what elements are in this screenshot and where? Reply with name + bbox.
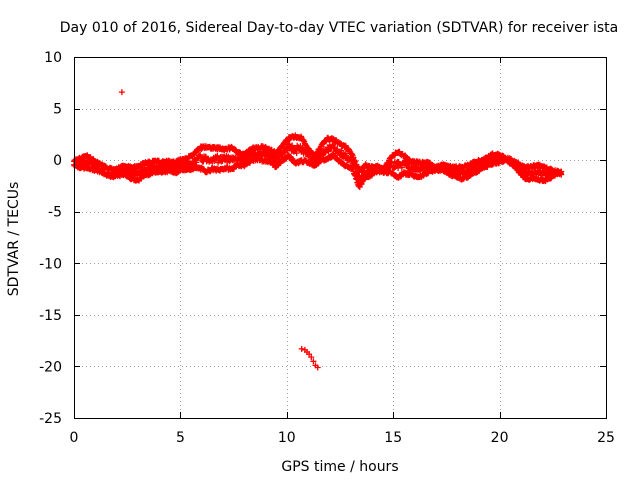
outlier-point bbox=[310, 358, 317, 365]
data-point bbox=[398, 164, 405, 171]
x-tick-label: 0 bbox=[70, 430, 79, 446]
data-points bbox=[71, 89, 565, 371]
x-tick-label: 25 bbox=[597, 430, 615, 446]
data-point bbox=[352, 158, 359, 165]
data-point bbox=[214, 152, 221, 159]
data-point bbox=[259, 153, 266, 160]
data-point bbox=[342, 150, 349, 157]
outlier-point bbox=[308, 354, 315, 361]
x-axis-label: GPS time / hours bbox=[281, 459, 398, 475]
outlier-point bbox=[298, 345, 305, 352]
y-tick-label: -25 bbox=[39, 411, 62, 427]
x-tick-label: 10 bbox=[278, 430, 296, 446]
y-tick-label: -15 bbox=[39, 308, 62, 324]
data-point bbox=[293, 150, 300, 157]
x-tick-label: 5 bbox=[176, 430, 185, 446]
y-axis-label: SDTVAR / TECUs bbox=[6, 182, 22, 297]
data-point bbox=[385, 163, 392, 170]
chart-title: Day 010 of 2016, Sidereal Day-to-day VTE… bbox=[60, 20, 618, 36]
y-tick-label: -20 bbox=[39, 359, 62, 375]
y-tick-label: 0 bbox=[53, 153, 62, 169]
data-point bbox=[558, 168, 565, 175]
y-tick-label: -5 bbox=[48, 205, 62, 221]
outlier-point bbox=[314, 364, 321, 371]
y-tick-label: -10 bbox=[39, 256, 62, 272]
y-tick-label: 5 bbox=[53, 102, 62, 118]
x-tick-label: 20 bbox=[491, 430, 509, 446]
outlier-point bbox=[118, 89, 125, 96]
y-tick-label: 10 bbox=[44, 50, 62, 66]
plot-frame bbox=[74, 57, 607, 419]
axis-labels: 0 5 10 15 20 25 -25 -20 -15 -10 -5 0 5 10 bbox=[39, 50, 615, 446]
x-tick-label: 15 bbox=[384, 430, 402, 446]
